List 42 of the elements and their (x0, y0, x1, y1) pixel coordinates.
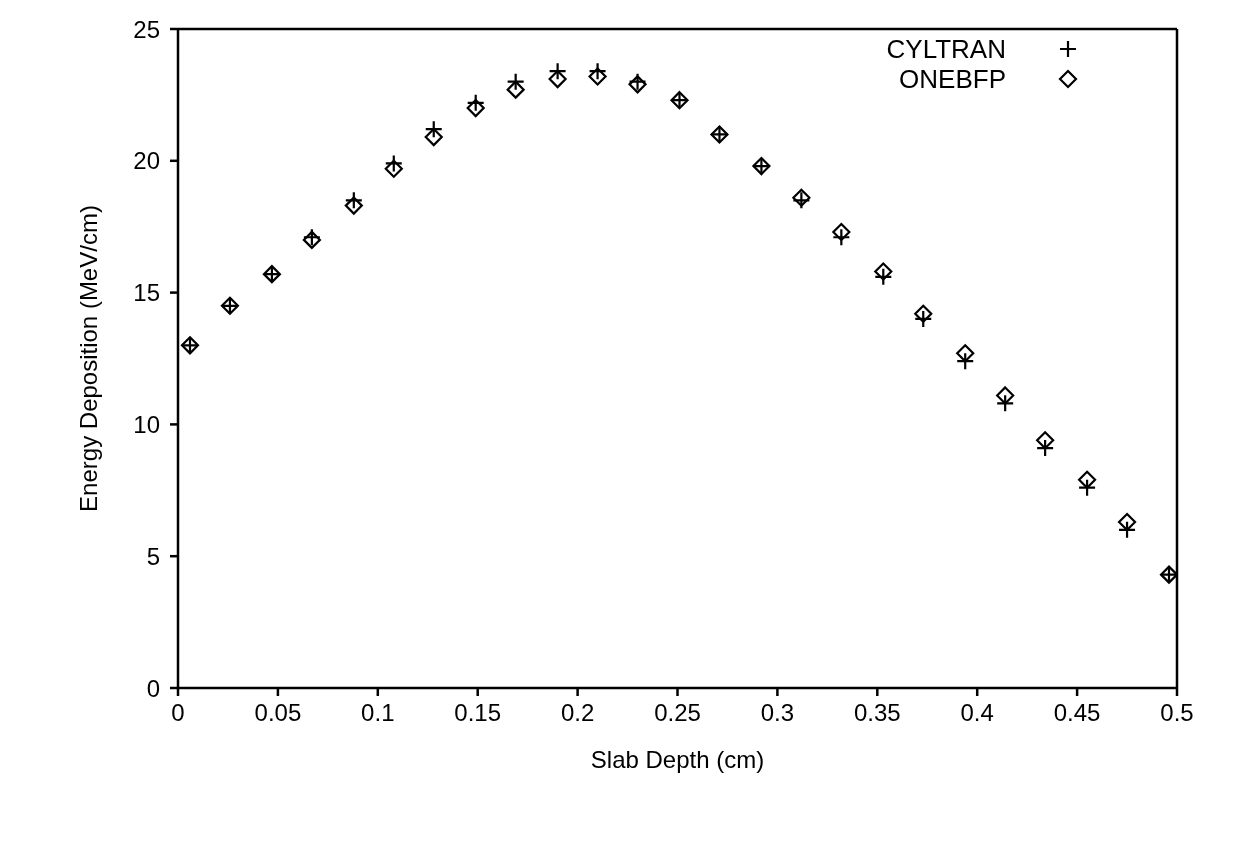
point (1117, 512, 1137, 532)
point (506, 72, 525, 91)
y-tick-label: 0 (146, 674, 160, 702)
point (956, 352, 975, 371)
y-tick-label: 20 (133, 147, 160, 175)
point (832, 222, 851, 242)
point (588, 67, 607, 86)
point (424, 127, 443, 147)
point (548, 69, 567, 89)
point (1036, 439, 1055, 458)
x-tick-label: 0.25 (654, 699, 701, 727)
point (1117, 520, 1137, 539)
point (996, 386, 1015, 405)
x-tick-label: 0.05 (254, 699, 302, 727)
x-tick-label: 0.35 (853, 699, 901, 727)
x-tick-label: 0.4 (960, 699, 994, 727)
legend-label: CYLTRAN (886, 34, 1006, 64)
y-tick-label: 10 (133, 410, 160, 438)
x-tick-label: 0 (171, 699, 185, 727)
y-tick-label: 15 (133, 279, 160, 307)
y-axis-title: Energy Deposition (MeV/cm) (74, 205, 102, 512)
point (384, 159, 403, 178)
point (344, 196, 363, 215)
y-tick-label: 5 (146, 542, 160, 570)
point (548, 62, 567, 81)
point (506, 80, 525, 99)
x-tick-label: 0.45 (1053, 699, 1101, 727)
x-axis-title: Slab Depth (cm) (590, 746, 765, 773)
x-tick-label: 0.5 (1160, 699, 1194, 727)
point (466, 98, 485, 118)
point (424, 120, 443, 139)
point (996, 394, 1015, 413)
point (874, 262, 893, 281)
legend-label: ONEBFP (899, 64, 1006, 94)
point (914, 304, 933, 323)
x-tick-label: 0.2 (560, 699, 595, 727)
point (1077, 478, 1097, 497)
y-tick-label: 25 (133, 15, 160, 43)
x-tick-label: 0.15 (454, 699, 502, 727)
x-tick-label: 0.3 (760, 699, 795, 727)
point (1077, 470, 1097, 489)
x-tick-label: 0.1 (361, 699, 395, 727)
